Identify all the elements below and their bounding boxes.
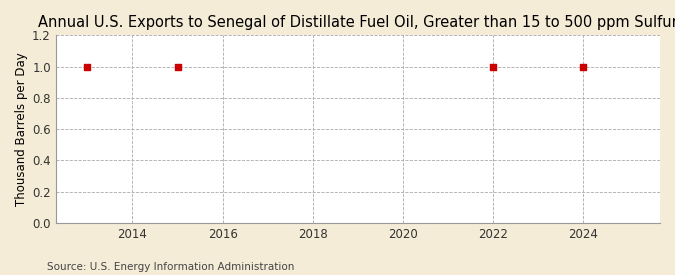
- Text: Source: U.S. Energy Information Administration: Source: U.S. Energy Information Administ…: [47, 262, 294, 272]
- Point: [82, 64, 92, 69]
- Point: [488, 64, 499, 69]
- Point: [172, 64, 183, 69]
- Point: [578, 64, 589, 69]
- Y-axis label: Thousand Barrels per Day: Thousand Barrels per Day: [15, 52, 28, 206]
- Title: Annual U.S. Exports to Senegal of Distillate Fuel Oil, Greater than 15 to 500 pp: Annual U.S. Exports to Senegal of Distil…: [38, 15, 675, 30]
